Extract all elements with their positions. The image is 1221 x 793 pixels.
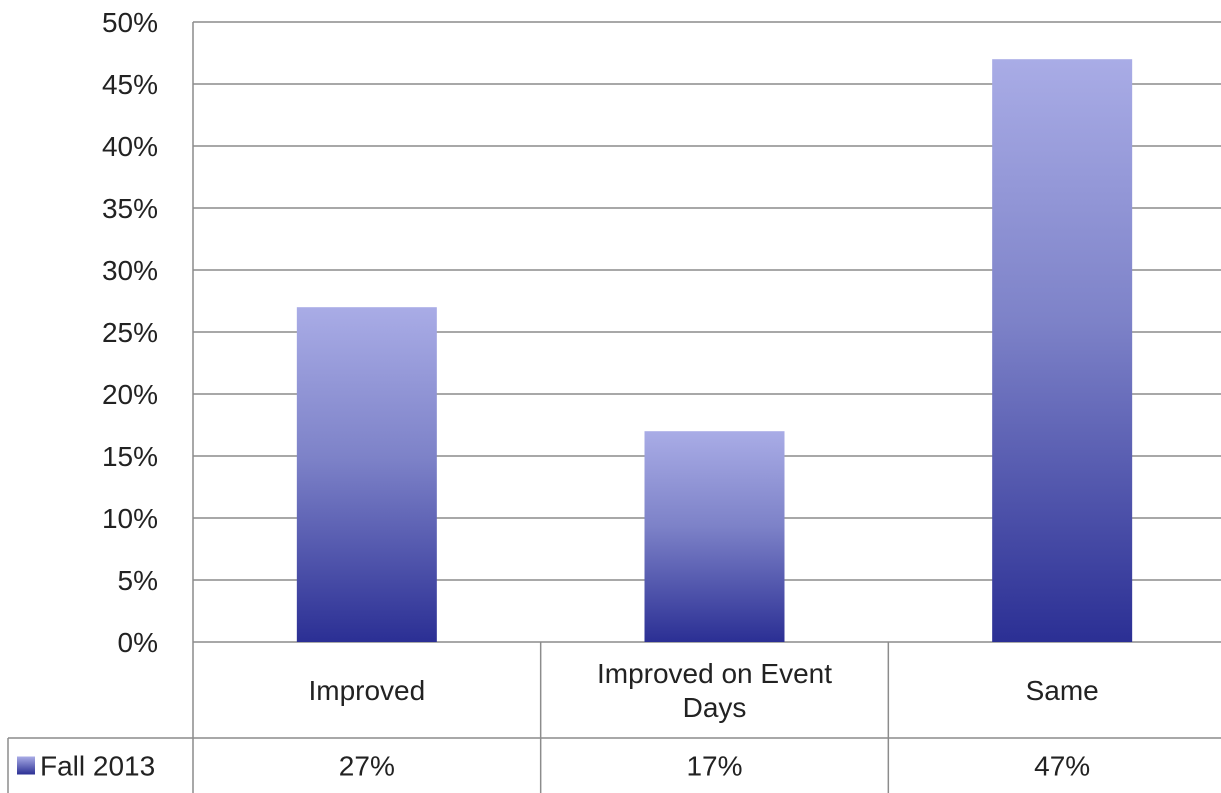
y-tick-label: 15%	[102, 441, 158, 472]
legend-swatch	[17, 756, 35, 775]
data-table-value: 17%	[686, 751, 742, 782]
y-tick-label: 5%	[118, 565, 158, 596]
y-tick-label: 40%	[102, 131, 158, 162]
bar	[992, 59, 1133, 642]
y-tick-label: 25%	[102, 317, 158, 348]
y-tick-label: 20%	[102, 379, 158, 410]
bar	[296, 307, 437, 642]
bars	[296, 59, 1133, 642]
legend-series-name: Fall 2013	[40, 751, 155, 782]
y-tick-label: 35%	[102, 193, 158, 224]
data-table-value: 47%	[1034, 751, 1090, 782]
y-tick-label: 30%	[102, 255, 158, 286]
bar	[644, 431, 785, 642]
category-label: Days	[683, 692, 747, 723]
y-tick-label: 50%	[102, 7, 158, 38]
y-tick-label: 45%	[102, 69, 158, 100]
category-label: Improved on Event	[597, 658, 832, 689]
y-tick-label: 0%	[118, 627, 158, 658]
y-tick-label: 10%	[102, 503, 158, 534]
data-table-value: 27%	[339, 751, 395, 782]
y-axis-tick-labels: 0% 5% 10% 15% 20% 25% 30% 35% 40% 45% 50%	[102, 7, 158, 658]
category-label: Improved	[308, 675, 425, 706]
category-label: Same	[1026, 675, 1099, 706]
